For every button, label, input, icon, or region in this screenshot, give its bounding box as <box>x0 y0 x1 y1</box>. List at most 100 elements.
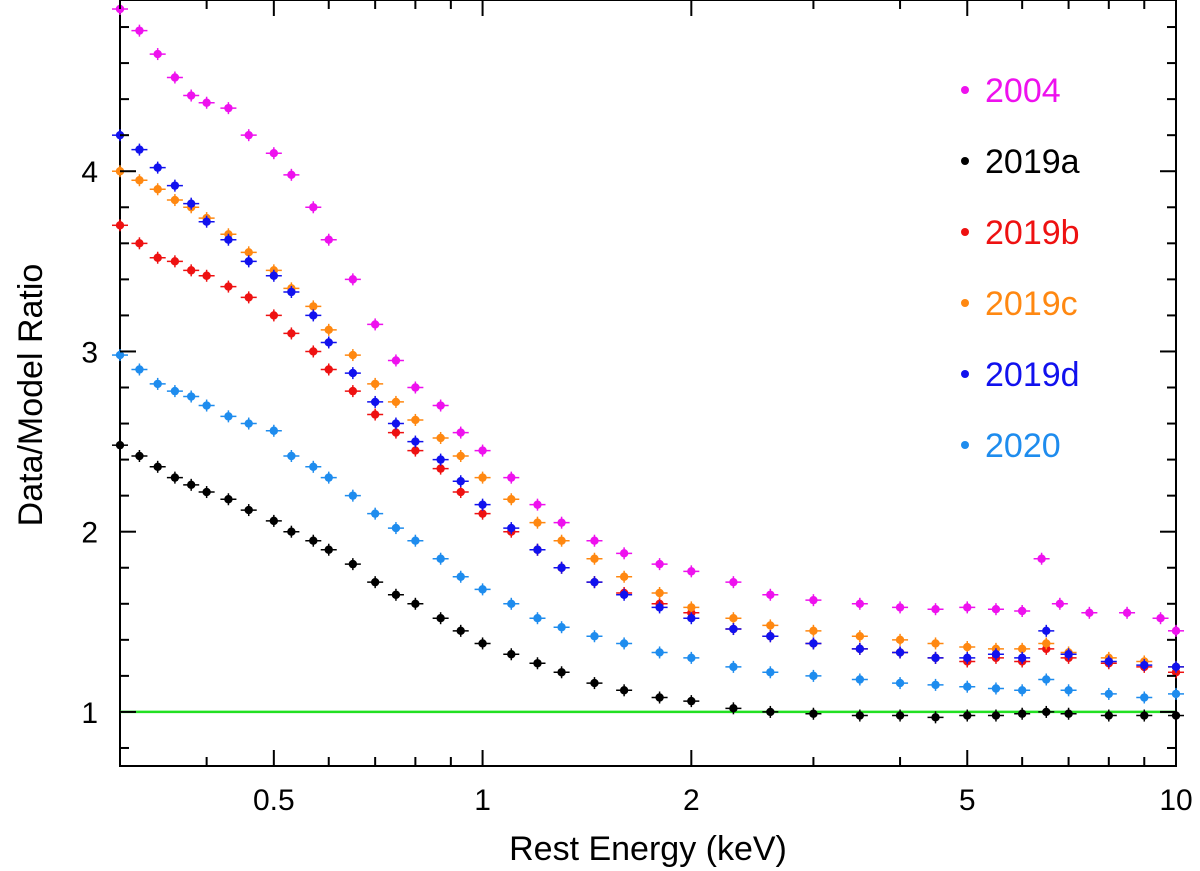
data-point <box>1055 599 1065 608</box>
data-point <box>153 185 162 194</box>
data-point <box>202 487 211 497</box>
data-point <box>557 518 566 527</box>
data-point <box>115 440 125 450</box>
data-point <box>1017 686 1027 695</box>
legend-label: 2020 <box>985 427 1061 465</box>
data-point <box>391 590 401 599</box>
data-point <box>153 253 162 262</box>
data-point <box>729 704 738 713</box>
data-point <box>170 386 180 396</box>
data-point <box>309 311 318 320</box>
data-point <box>1104 657 1114 666</box>
data-point <box>809 671 818 681</box>
data-point <box>456 626 465 636</box>
data-point <box>478 509 487 518</box>
data-point <box>1140 660 1149 670</box>
data-point <box>963 642 972 652</box>
data-point <box>1085 608 1094 617</box>
data-point <box>411 536 420 545</box>
data-point <box>202 98 211 107</box>
data-point <box>619 639 629 648</box>
data-point <box>153 379 162 389</box>
x-tick-label: 2 <box>683 784 700 817</box>
data-point <box>855 711 865 720</box>
data-point <box>224 412 233 421</box>
data-point <box>224 235 233 244</box>
data-point <box>1064 650 1073 659</box>
data-point <box>809 709 818 718</box>
data-point <box>895 678 905 688</box>
data-point <box>809 639 818 648</box>
data-point <box>411 599 420 608</box>
data-point <box>370 509 380 518</box>
data-point <box>1104 689 1114 699</box>
data-point <box>224 282 233 291</box>
data-point <box>991 711 1001 720</box>
data-point <box>1042 639 1051 648</box>
data-point <box>244 505 253 515</box>
legend-marker <box>961 299 969 307</box>
data-point <box>224 103 233 113</box>
data-point <box>1140 693 1149 702</box>
data-point <box>269 149 279 158</box>
data-point <box>269 311 279 320</box>
data-point <box>1171 662 1181 672</box>
legend-label: 2019c <box>985 285 1078 323</box>
data-point <box>687 696 696 706</box>
data-point <box>287 287 296 297</box>
data-point <box>931 680 940 690</box>
data-point <box>1042 707 1051 717</box>
x-tick-label: 0.5 <box>253 784 295 817</box>
data-point <box>557 668 566 677</box>
data-point <box>766 632 775 641</box>
data-point <box>348 275 358 284</box>
data-point <box>153 462 162 472</box>
y-axis-ticks: 1 2 3 4 <box>81 26 1176 749</box>
data-point <box>224 495 233 504</box>
data-point <box>170 473 180 482</box>
data-point <box>436 455 445 464</box>
data-point <box>269 516 279 526</box>
data-point <box>244 257 253 266</box>
data-point <box>655 559 664 569</box>
data-point <box>391 523 401 533</box>
data-point <box>436 614 445 623</box>
x-tick-label: 1 <box>474 784 491 817</box>
data-point <box>590 577 599 587</box>
data-point <box>590 678 599 688</box>
data-point <box>135 26 144 35</box>
data-point <box>855 644 865 654</box>
data-point <box>287 527 296 536</box>
data-point <box>456 477 465 486</box>
series-2004 <box>112 3 1184 637</box>
data-point <box>478 585 487 594</box>
data-point <box>115 350 125 360</box>
data-point <box>809 626 818 636</box>
data-point <box>855 599 865 608</box>
data-point <box>287 170 296 180</box>
data-point <box>324 325 333 335</box>
data-point <box>391 397 401 407</box>
data-point <box>507 650 516 659</box>
legend-label: 2004 <box>985 72 1061 110</box>
data-point <box>655 603 664 612</box>
data-point <box>729 662 738 672</box>
data-point <box>135 145 144 154</box>
data-point <box>687 653 696 663</box>
legend-label: 2019d <box>985 356 1080 394</box>
data-point <box>590 536 599 545</box>
data-point <box>619 549 629 558</box>
data-point <box>533 518 542 527</box>
data-point <box>391 428 401 437</box>
data-point <box>436 401 445 410</box>
data-point <box>370 379 380 389</box>
series-2019a <box>112 439 1184 724</box>
data-point <box>269 426 279 435</box>
data-point <box>324 338 333 347</box>
data-point <box>1017 644 1027 654</box>
legend-marker <box>961 370 969 378</box>
data-point <box>244 293 253 302</box>
legend-marker <box>961 228 969 236</box>
data-point <box>135 239 144 248</box>
data-point <box>287 451 296 461</box>
